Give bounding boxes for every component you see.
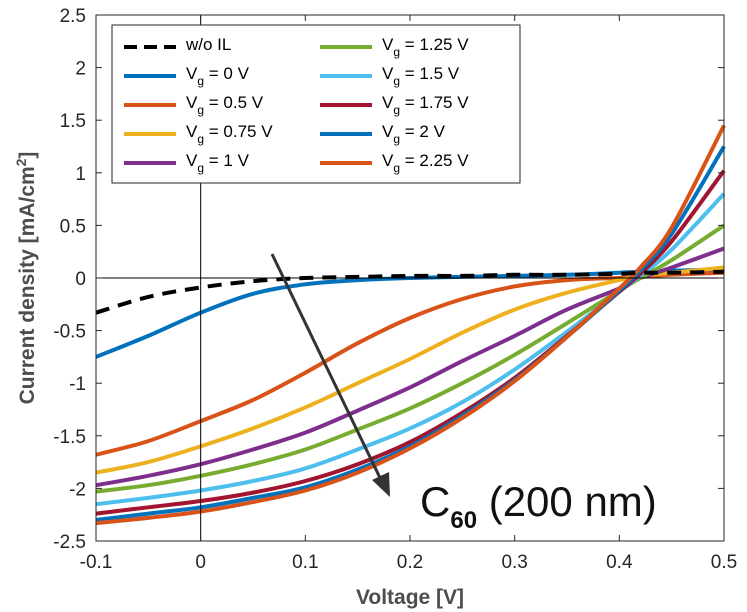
- series-line-7: [95, 169, 726, 516]
- legend-text: w/o IL: [185, 35, 231, 54]
- legend-sub: g: [393, 161, 400, 175]
- legend-sub: g: [197, 132, 204, 146]
- x-tick-label: -0.1: [80, 552, 113, 573]
- y-axis-label-main: Current density [mA/cm: [16, 166, 39, 404]
- x-tick-label: 0: [195, 552, 206, 573]
- legend-label-2: Vg = 0.5 V: [186, 93, 264, 117]
- annotation-main: C: [420, 478, 450, 525]
- x-tick-label: 0.3: [501, 552, 527, 573]
- legend-v: V: [382, 151, 394, 170]
- legend-label-9: Vg = 2.25 V: [382, 151, 469, 175]
- legend-sub: g: [197, 161, 204, 175]
- legend-sub: g: [393, 132, 400, 146]
- x-tick-label: 0.1: [292, 552, 318, 573]
- x-tick-label: 0.4: [606, 552, 633, 573]
- y-tick-label: -0.5: [53, 322, 86, 343]
- legend-label-5: Vg = 1.25 V: [382, 35, 469, 59]
- y-tick-label: 0.5: [60, 216, 86, 237]
- legend-v: V: [186, 93, 198, 112]
- legend-v: V: [186, 64, 198, 83]
- legend-v: V: [382, 122, 394, 141]
- curves-layer: [95, 124, 726, 526]
- legend-v: V: [186, 151, 198, 170]
- legend-rest: = 2 V: [400, 122, 446, 141]
- legend-label-0: w/o IL: [185, 35, 231, 54]
- y-tick-label: 1.5: [60, 111, 86, 132]
- annotation-sub: 60: [450, 507, 477, 534]
- trend-arrow-head: [372, 472, 390, 497]
- legend-box: [111, 24, 521, 184]
- legend-rest: = 1.25 V: [400, 35, 469, 54]
- y-tick-label: -2: [69, 479, 86, 500]
- legend-rest: = 1.5 V: [400, 64, 460, 83]
- legend-rest: = 0.5 V: [204, 93, 264, 112]
- series-line-6: [95, 192, 726, 507]
- y-tick-label: -1: [69, 374, 86, 395]
- legend-label-1: Vg = 0 V: [186, 64, 250, 88]
- legend-sub: g: [393, 103, 400, 117]
- series-line-8: [95, 145, 726, 522]
- legend-rest: = 1 V: [204, 151, 250, 170]
- material-annotation: C60 (200 nm): [420, 478, 657, 534]
- ticks-layer: -0.1 0 0.1 0.2 0.3 0.4 0.5 2.5 2 1.5 1 0.5 0 -0.5 -1 -1…: [53, 6, 737, 573]
- legend-v: V: [382, 35, 394, 54]
- annotation-rest: (200 nm): [477, 478, 657, 525]
- legend-rest: = 2.25 V: [400, 151, 469, 170]
- legend-rest: = 1.75 V: [400, 93, 469, 112]
- legend-sub: g: [197, 103, 204, 117]
- y-tick-label: 2: [75, 59, 86, 80]
- legend-v: V: [186, 122, 198, 141]
- y-axis-label-sup: 2: [13, 158, 29, 166]
- legend-v: V: [382, 93, 394, 112]
- x-tick-label: 0.2: [397, 552, 423, 573]
- legend-rest: = 0.75 V: [204, 122, 273, 141]
- y-tick-label: -2.5: [53, 532, 86, 553]
- trend-arrow-shaft: [270, 253, 384, 483]
- legend-label-6: Vg = 1.5 V: [382, 64, 460, 88]
- legend-rest: = 0 V: [204, 64, 250, 83]
- series-line-9: [95, 124, 726, 526]
- legend-v: V: [382, 64, 394, 83]
- legend-sub: g: [393, 45, 400, 59]
- y-axis-label-end: ]: [16, 152, 39, 159]
- x-axis-label: Voltage [V]: [356, 586, 464, 609]
- y-tick-label: 2.5: [60, 6, 86, 27]
- legend-label-7: Vg = 1.75 V: [382, 93, 469, 117]
- y-axis-label: Current density [mA/cm2]: [13, 152, 39, 405]
- legend-label-8: Vg = 2 V: [382, 122, 446, 146]
- x-tick-label: 0.5: [711, 552, 737, 573]
- y-tick-label: 0: [75, 269, 86, 290]
- legend-sub: g: [197, 74, 204, 88]
- legend-label-4: Vg = 1 V: [186, 151, 250, 175]
- y-tick-label: 1: [75, 164, 86, 185]
- legend-sub: g: [393, 74, 400, 88]
- y-tick-label: -1.5: [53, 427, 86, 448]
- legend-label-3: Vg = 0.75 V: [186, 122, 273, 146]
